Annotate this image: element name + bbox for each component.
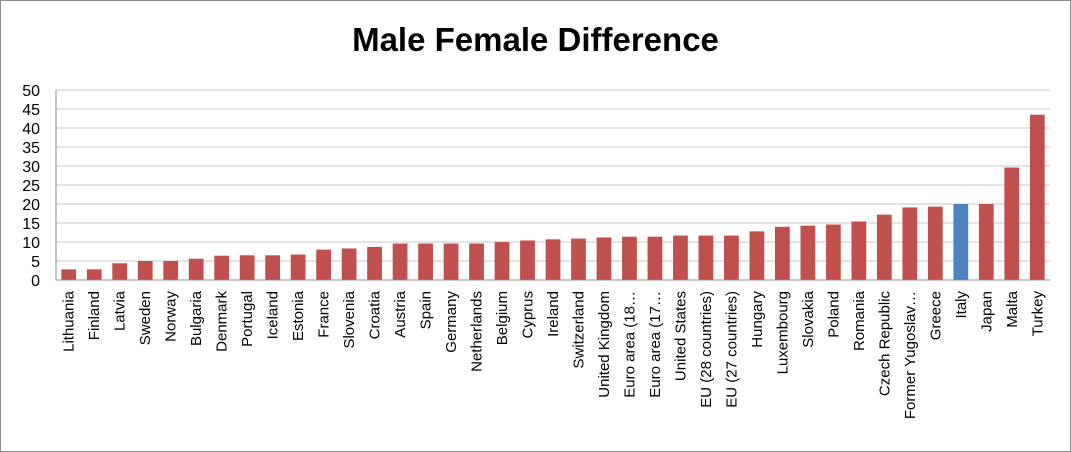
x-tick-label: Switzerland [570,291,587,369]
x-tick-label: Norway [163,291,180,342]
bar [978,204,994,280]
bar [86,269,102,280]
bar [647,236,663,280]
x-tick-label: Hungary [749,291,766,348]
x-tick-label: Slovakia [800,290,817,347]
x-tick-label: Denmark [214,291,231,352]
x-tick-label: Czech Republic [876,291,893,397]
bar [137,261,153,280]
bar [724,235,739,280]
bar [341,248,357,280]
x-tick-label: Sweden [137,291,154,345]
y-tick-label: 5 [31,254,40,271]
bar [520,240,535,280]
bar [851,221,867,280]
bar [1029,114,1045,280]
x-tick-label: Cyprus [520,291,537,339]
bar [316,249,332,280]
x-tick-label: Estonia [290,290,307,341]
x-tick-label: Germany [443,291,460,353]
bar [545,239,561,280]
y-tick-label: 45 [22,102,40,119]
y-tick-label: 15 [22,216,40,233]
bar [1004,167,1020,280]
bar [265,255,281,280]
y-tick-label: 25 [22,178,40,195]
x-tick-label: Spain [418,291,435,329]
bar [239,255,255,280]
x-tick-label: Bulgaria [188,290,205,346]
bar [469,243,484,280]
x-tick-label: Poland [825,291,842,338]
bar [188,258,204,280]
bar [927,206,943,280]
x-tick-label: EU (28 countries) [698,291,715,408]
bar [571,238,586,280]
x-tick-label: Croatia [367,290,384,339]
bar [112,263,128,280]
bar [163,261,179,280]
x-tick-label: Former Yugoslav… [902,291,919,419]
x-tick-label: Italy [953,291,970,319]
y-tick-label: 0 [31,273,40,290]
x-tick-label: Latvia [112,290,129,331]
x-tick-label: Lithuania [61,290,78,352]
x-tick-label: Austria [392,290,409,337]
bar [596,237,612,280]
x-tick-label: Romania [851,290,868,351]
bar [825,224,841,280]
bar [214,255,230,280]
y-tick-label: 35 [22,140,40,157]
x-tick-label: Finland [86,291,103,340]
x-tick-label: United Kingdom [596,291,613,398]
x-tick-label: Malta [1004,290,1021,327]
x-tick-label: Turkey [1029,291,1046,337]
bar [622,236,637,280]
y-tick-label: 50 [22,83,40,100]
x-tick-label: Iceland [265,291,282,339]
chart-title: Male Female Difference [352,21,719,58]
x-tick-label: Belgium [494,291,511,345]
x-tick-label: EU (27 countries) [723,291,740,408]
y-tick-label: 10 [22,235,40,252]
bar [876,214,892,280]
x-tick-label: Euro area (18… [621,291,638,398]
bar [392,243,408,280]
bar [61,269,77,280]
x-tick-label: Portugal [239,291,256,347]
bar [902,207,918,280]
bar [698,235,714,280]
bar [749,231,765,280]
x-tick-label: Euro area (17… [647,291,664,398]
y-tick-label: 20 [22,197,40,214]
bar [800,225,816,280]
y-tick-label: 40 [22,121,40,138]
x-tick-label: Luxembourg [774,291,791,374]
x-tick-label: United States [672,291,689,381]
bar [290,254,306,280]
x-tick-label: Japan [978,291,995,332]
bar [367,246,382,280]
x-tick-label: Netherlands [469,291,486,372]
y-tick-label: 30 [22,159,40,176]
bar [774,226,790,280]
x-tick-label: Greece [927,291,944,340]
x-tick-label: Slovenia [341,290,358,348]
bar [494,242,510,280]
bar [418,243,433,280]
bar [953,204,969,280]
bar [673,235,688,280]
bar [443,243,459,280]
x-tick-label: Ireland [545,291,562,337]
x-tick-label: France [316,291,333,338]
